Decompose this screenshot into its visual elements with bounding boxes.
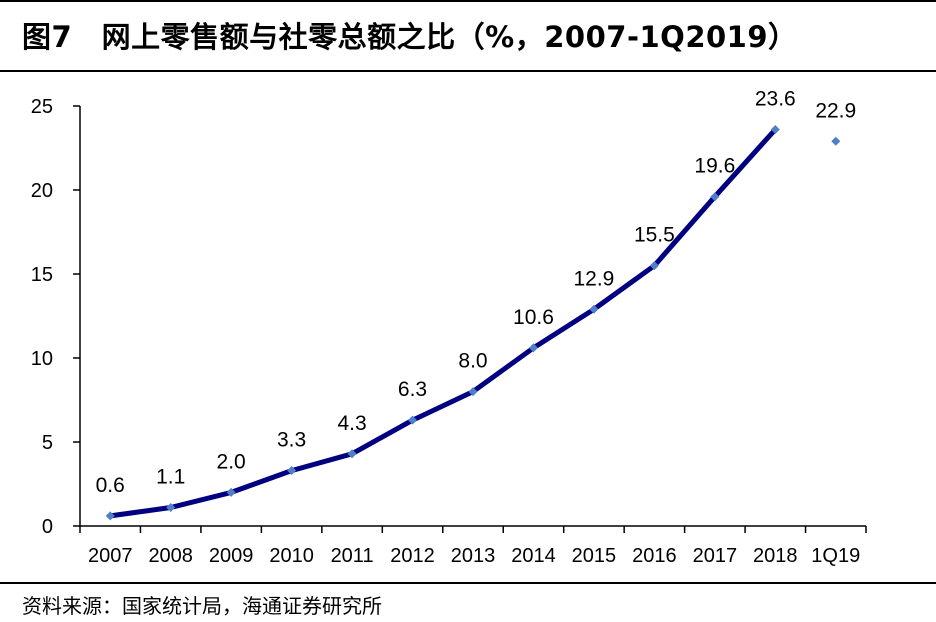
data-point <box>166 503 176 513</box>
x-tick-label: 2017 <box>693 545 738 567</box>
x-tick-label: 2011 <box>331 545 374 567</box>
data-point <box>468 387 478 397</box>
data-label: 22.9 <box>815 99 856 122</box>
x-tick-label: 2015 <box>572 545 617 567</box>
data-label: 4.3 <box>337 412 366 435</box>
y-tick-label: 15 <box>31 264 53 286</box>
source-note: 资料来源：国家统计局，海通证券研究所 <box>22 594 382 618</box>
line-chart: 0 5 10 15 20 25 2007 2008 2009 2010 2011 2012 2013 20… <box>31 88 867 567</box>
data-label: 19.6 <box>694 155 735 178</box>
data-point <box>347 449 357 459</box>
data-point <box>831 136 841 146</box>
y-tick-label: 0 <box>42 516 53 538</box>
y-tick-label: 5 <box>42 432 53 454</box>
data-label: 8.0 <box>458 350 487 373</box>
chart-marks: 0.6 1.1 2.0 3.3 4.3 6.3 8.0 10.6 12.9 15.5 19.6 23.… <box>96 88 856 521</box>
data-label: 1.1 <box>156 466 185 489</box>
data-label: 15.5 <box>634 224 675 247</box>
data-point <box>105 511 115 521</box>
data-label: 3.3 <box>277 429 306 452</box>
x-tick-label: 1Q19 <box>811 545 860 567</box>
series-line <box>107 127 778 519</box>
x-tick-label: 2014 <box>511 545 556 567</box>
data-label: 2.0 <box>217 450 246 473</box>
data-point <box>649 261 659 271</box>
data-point <box>770 125 780 135</box>
data-point <box>710 192 720 202</box>
x-tick-label: 2013 <box>451 545 496 567</box>
data-label: 10.6 <box>513 306 554 329</box>
data-point <box>589 304 599 314</box>
y-tick-label: 25 <box>31 96 53 118</box>
x-tick-label: 2010 <box>269 545 314 567</box>
title-bar: 图7 网上零售额与社零总额之比（%，2007-1Q2019） <box>0 0 936 72</box>
x-tick-label: 2009 <box>209 545 254 567</box>
chart-axes: 0 5 10 15 20 25 2007 2008 2009 2010 2011 2012 2013 20… <box>31 96 867 567</box>
data-label: 0.6 <box>96 474 125 497</box>
x-tick-label: 2008 <box>148 545 193 567</box>
data-label: 12.9 <box>573 267 614 290</box>
footer-divider <box>0 582 936 584</box>
y-tick-label: 10 <box>31 348 53 370</box>
data-label: 6.3 <box>398 378 427 401</box>
data-point <box>226 487 236 497</box>
x-tick-label: 2018 <box>753 545 798 567</box>
x-tick-label: 2012 <box>390 545 435 567</box>
data-point <box>287 466 297 476</box>
x-tick-label: 2016 <box>632 545 677 567</box>
data-label: 23.6 <box>755 88 796 111</box>
x-tick-label: 2007 <box>88 545 133 567</box>
data-point <box>528 343 538 353</box>
y-tick-label: 20 <box>31 180 53 202</box>
chart-title: 图7 网上零售额与社零总额之比（%，2007-1Q2019） <box>22 20 798 54</box>
data-point <box>408 415 418 425</box>
